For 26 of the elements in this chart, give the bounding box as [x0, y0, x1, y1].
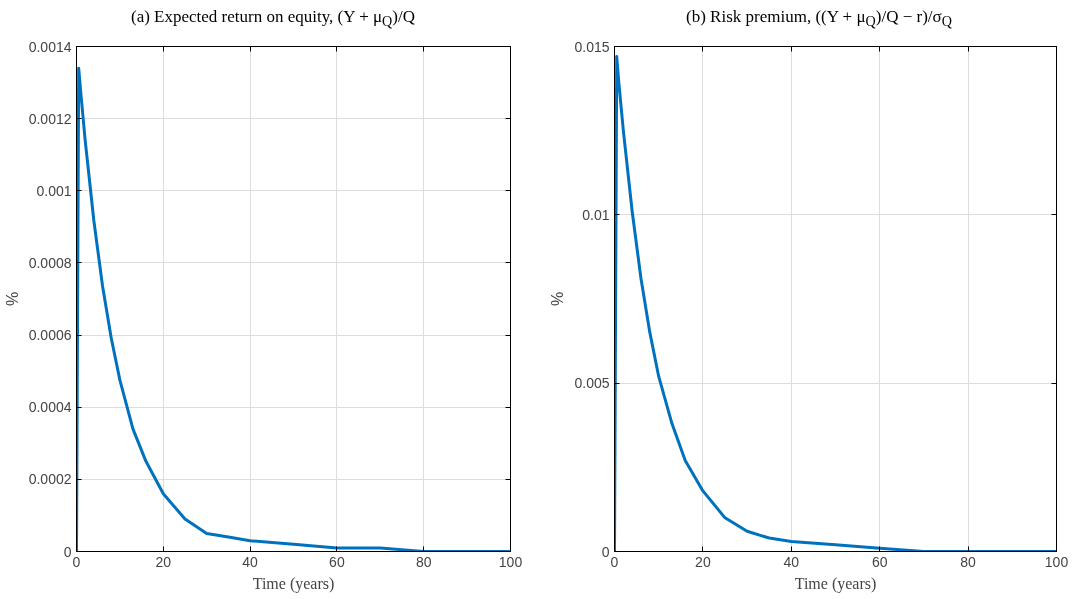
x-tick-label: 40	[242, 553, 259, 570]
y-tick-label: 0.001	[36, 182, 72, 199]
x-tick-label: 20	[155, 553, 172, 570]
y-tick-label: 0.0004	[28, 399, 72, 416]
y-axis-title: %	[3, 291, 21, 307]
y-tick-label: 0.0002	[28, 471, 72, 488]
x-tick-label: 20	[695, 553, 711, 570]
chart-title: (b) Risk premium, ((Y + μ$_{Q}$)/Q − r)/σ$_{Q}$	[685, 6, 953, 32]
x-tick-label: 60	[871, 553, 888, 570]
y-tick-label: 0.005	[574, 375, 610, 392]
x-axis-title: Time (years)	[794, 574, 877, 593]
x-tick-label: 100	[498, 553, 523, 570]
y-tick-label: 0.01	[582, 206, 610, 223]
x-tick-label: 40	[783, 553, 800, 570]
y-axis-title: %	[549, 291, 567, 307]
y-tick-label: 0.015	[574, 38, 610, 55]
y-tick-label: 0.0006	[28, 327, 72, 344]
x-tick-label: 60	[329, 553, 345, 570]
x-tick-label: 100	[1044, 553, 1069, 570]
y-tick-label: 0.0012	[28, 110, 72, 127]
chart-title: (a) Expected return on equity, (Y + μ$_{Q}$)/Q	[130, 6, 416, 32]
y-tick-label: 0.0014	[28, 38, 72, 55]
y-tick-label: 0.0008	[28, 254, 72, 271]
x-tick-label: 80	[960, 553, 977, 570]
x-axis-title: Time (years)	[252, 574, 335, 593]
x-tick-label: 80	[415, 553, 432, 570]
